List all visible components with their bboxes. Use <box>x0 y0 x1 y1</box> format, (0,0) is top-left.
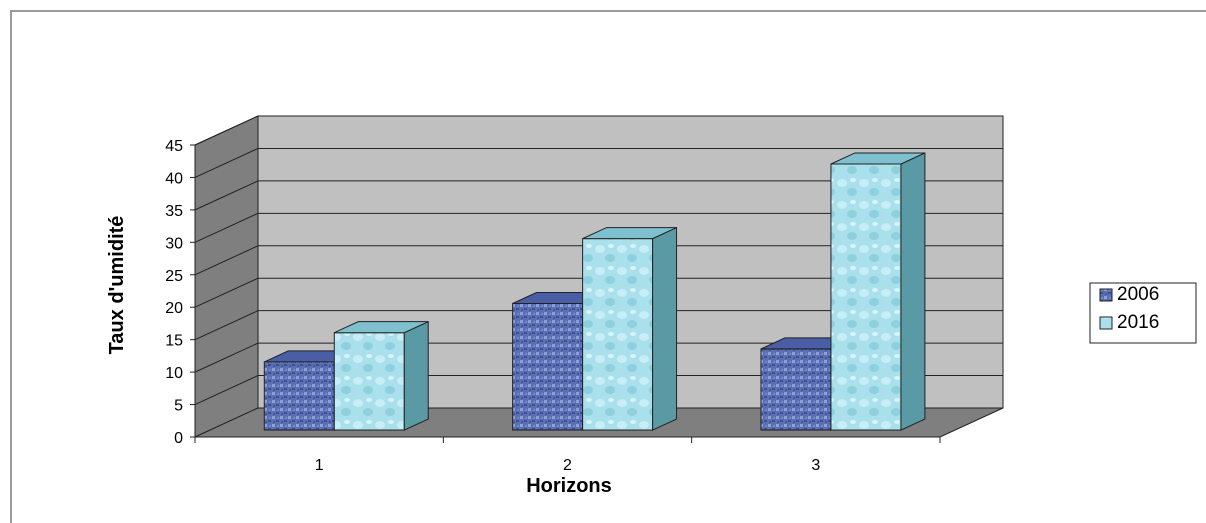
bar-front <box>582 238 654 431</box>
bar-front <box>512 303 584 431</box>
x-axis-label: Horizons <box>526 475 612 497</box>
gridlines <box>194 115 1003 406</box>
bars <box>263 152 926 431</box>
gridline <box>194 310 1003 341</box>
bar-front <box>830 163 902 431</box>
gridline <box>194 180 1003 211</box>
bar-2016-1 <box>333 320 429 431</box>
legend-label-2006: 2006 <box>1117 284 1159 305</box>
side-wall <box>194 115 259 438</box>
legend-swatch-2016 <box>1099 316 1113 330</box>
x-tick-label: 1 <box>315 457 324 474</box>
y-tick-label: 15 <box>165 333 183 350</box>
y-tick-label: 45 <box>165 138 183 155</box>
chart-border <box>10 10 1206 523</box>
y-axis-label: Taux d'umidité <box>106 216 128 355</box>
gridline <box>194 147 1003 178</box>
y-tick-label: 5 <box>174 398 183 415</box>
bar-top <box>582 227 677 240</box>
legend: 2006 2016 <box>1089 282 1197 344</box>
bar-side <box>652 226 678 431</box>
y-axis-ticks: 0 5 10 15 20 25 30 35 40 45 <box>165 138 196 447</box>
gridline <box>194 342 1003 373</box>
bar-front <box>333 332 405 431</box>
gridline <box>194 375 1003 406</box>
bar-side <box>403 320 429 431</box>
y-tick-label: 20 <box>165 300 183 317</box>
bar-top <box>334 321 429 334</box>
bar-2016-3 <box>830 152 926 431</box>
y-tick-label: 10 <box>165 365 183 382</box>
y-tick-label: 25 <box>165 268 183 285</box>
bar-top <box>830 152 926 165</box>
gridline <box>194 212 1003 243</box>
bar-side <box>900 152 926 431</box>
x-tick-label: 3 <box>811 457 820 474</box>
gridline <box>194 115 1003 146</box>
gridline <box>194 245 1003 276</box>
bar-front <box>760 348 832 431</box>
legend-swatch-2006 <box>1099 288 1113 302</box>
gridline <box>194 277 1003 308</box>
legend-label-2016: 2016 <box>1117 312 1159 333</box>
y-tick-label: 35 <box>165 203 183 220</box>
y-tick-label: 40 <box>165 170 183 187</box>
x-axis-ticks: 1 2 3 <box>194 436 941 474</box>
x-tick-label: 2 <box>563 457 572 474</box>
bar-front <box>263 361 335 431</box>
y-tick-label: 30 <box>165 235 183 252</box>
bar-2016-2 <box>582 226 678 431</box>
y-tick-label: 0 <box>174 430 183 447</box>
